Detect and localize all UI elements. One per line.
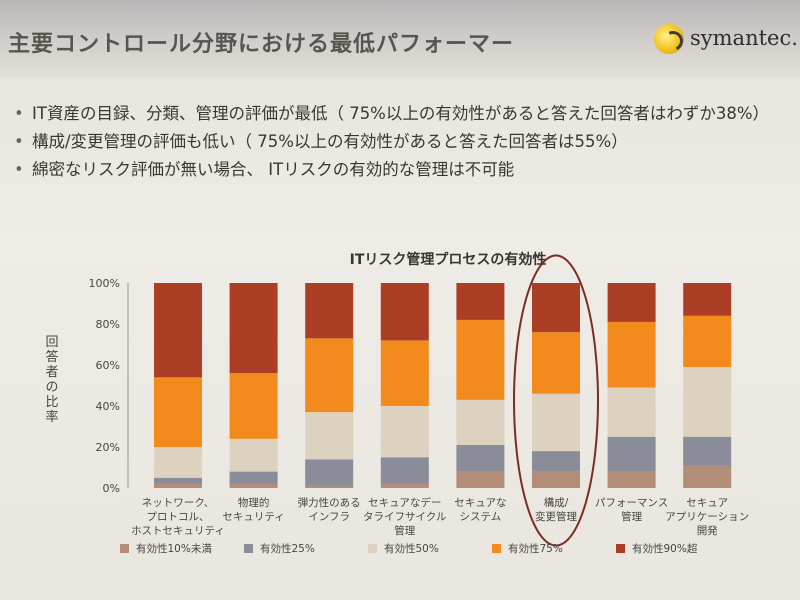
y-tick-label: 100% [89,277,120,290]
bar-segment [229,373,278,439]
bar-segment [456,444,505,472]
y-axis-label-char: の [45,380,58,395]
bar-segment [683,436,732,466]
y-axis-label-char: 率 [45,409,58,425]
x-tick-label: セキュアな [454,497,506,509]
x-tick-label: 物理的 [238,496,270,509]
y-tick-label: 60% [96,359,120,372]
symantec-logo-icon [654,24,684,54]
x-tick-label: 管理 [621,510,642,523]
bar-segment [607,283,656,322]
x-tick-label: パフォーマンス [595,497,668,509]
bar-segment [305,412,354,460]
x-tick-label: 開発 [697,524,718,537]
legend-swatch [492,544,501,553]
bar-segment [154,377,202,447]
highlight-ellipse [513,254,599,547]
bar-segment [532,332,580,394]
y-axis-label-char: 答 [45,349,58,365]
bar-segment [229,471,278,484]
y-axis-label-char: 回 [45,335,58,350]
bar-segment [154,447,202,478]
legend-label: 有効性10%未満 [136,542,212,555]
bar-segment [380,483,429,488]
y-axis-label-char: 者 [45,365,58,380]
x-tick-label: 弾力性のある [298,496,361,509]
bar-segment [380,406,429,458]
bar-segment [380,457,429,484]
stacked-bar-chart: ITリスク管理プロセスの有効性 0% 20% 40% 60% 80% 100% 回答者の比率… [45,251,749,555]
x-tick-label: セキュア [686,497,728,509]
bullet-2: 構成/変更管理の評価も低い（ 75%以上の有効性があると答えた回答者は55%） [10,130,790,154]
bar-segment [154,283,202,378]
legend-swatch [368,544,377,553]
logo-text: symantec. [690,26,798,50]
bar-segment [456,471,505,488]
x-tick-label: セキュリティ [222,511,284,523]
bar-segment [305,338,354,413]
bar-segment [683,465,732,488]
bar-segment [305,283,354,339]
bar-segment [607,471,656,488]
bar-segment [456,283,505,320]
bullet-list: IT資産の目録、分類、管理の評価が最低（ 75%以上の有効性があると答えた回答者… [10,102,790,186]
bar-segment [154,477,202,484]
chart-title: ITリスク管理プロセスの有効性 [350,251,547,268]
bullet-3: 綿密なリスク評価が無い場合、 ITリスクの有効的な管理は不可能 [10,158,790,182]
x-tick-label: システム [460,511,502,523]
y-tick-label: 80% [96,318,120,331]
bar-segment [456,319,505,400]
x-tick-label: セキュアなデー [368,496,441,509]
bar-segment [380,283,429,341]
x-tick-label: 変更管理 [535,510,577,523]
bar-segment [305,459,354,486]
bar-segment [154,483,202,488]
bar-segment [229,283,278,374]
x-tick-label: ホストセキュリティ [131,525,225,537]
y-tick-label: 40% [96,400,120,413]
y-tick-label: 20% [96,441,120,454]
legend-swatch [120,544,129,553]
x-tick-label: ネットワーク、 [142,497,215,509]
bar-segment [532,471,580,488]
legend-label: 有効性50% [384,542,439,555]
x-tick-label: インフラ [308,511,350,523]
bullet-1: IT資産の目録、分類、管理の評価が最低（ 75%以上の有効性があると答えた回答者… [10,102,790,126]
legend-swatch [244,544,253,553]
bar-segment [456,399,505,445]
legend-swatch [616,544,625,553]
bar-segment [607,387,656,437]
y-axis-label-char: 比 [45,395,58,410]
y-tick-label: 0% [103,482,120,495]
legend-label: 有効性25% [260,542,315,555]
slide-title: 主要コントロール分野における最低パフォーマー [8,32,515,57]
x-tick-label: プロトコル、 [147,511,210,523]
bar-segment [683,367,732,437]
bar-segment [532,393,580,452]
legend-label: 有効性90%超 [632,542,698,555]
bar-segment [532,283,580,333]
bar-segment [229,483,278,488]
bar-segment [380,340,429,406]
x-tick-label: 管理 [394,524,415,537]
bar-segment [683,283,732,316]
x-tick-label: 構成/ [544,496,569,509]
title-bar: 主要コントロール分野における最低パフォーマー symantec. [0,0,800,78]
legend-label: 有効性75% [508,542,563,555]
bar-segment [683,315,732,368]
bar-segment [532,451,580,472]
x-tick-label: タライフサイクル [363,511,446,523]
bar-segment [229,438,278,472]
bar-segment [607,436,656,472]
bar-segment [305,485,354,488]
symantec-logo: symantec. [654,20,798,66]
x-tick-label: アプリケーション [665,511,749,523]
bar-segment [607,321,656,388]
